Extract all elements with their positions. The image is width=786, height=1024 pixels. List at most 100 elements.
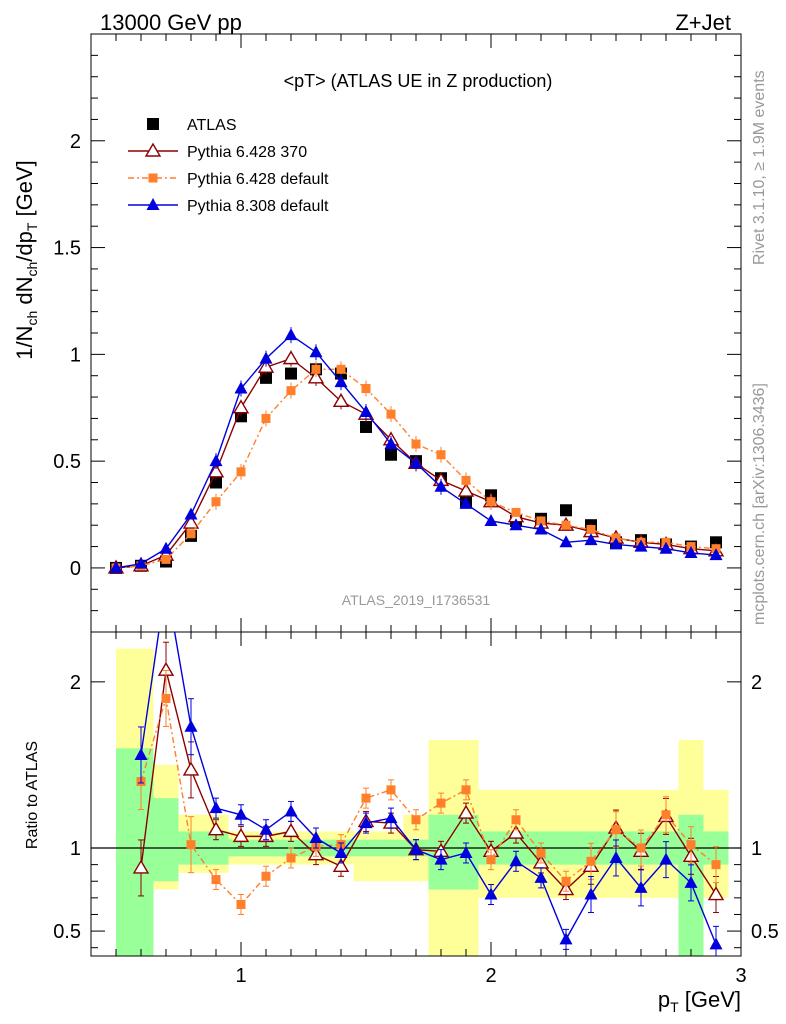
ratio-point xyxy=(386,785,396,795)
main-panel: 0 0.5 1 1.5 2 <pT> (ATLAS UE in Z production… xyxy=(12,33,742,633)
ratio-point xyxy=(459,845,473,858)
ratio-point xyxy=(509,854,523,867)
data-point xyxy=(332,392,350,408)
legend: ATLAS Pythia 6.428 370 Pythia 6.428 defaul… xyxy=(128,117,329,215)
ratio-point xyxy=(234,807,248,820)
main-series xyxy=(107,327,725,574)
y-tick-label: 0.5 xyxy=(751,921,779,943)
data-point xyxy=(457,482,475,497)
y-tick-label: 0.5 xyxy=(53,451,81,473)
data-point xyxy=(659,541,673,554)
yellow-band xyxy=(353,831,379,882)
data-point xyxy=(159,541,173,554)
x-axis-label: pT [GeV] xyxy=(658,987,741,1015)
data-point xyxy=(384,437,398,450)
data-point xyxy=(282,350,300,365)
ratio-point xyxy=(457,804,475,819)
ratio-point xyxy=(409,842,423,855)
y-tick-label: 2 xyxy=(70,672,81,694)
green-band xyxy=(116,748,129,956)
legend-marker xyxy=(146,198,160,210)
y-tick-label: 1 xyxy=(70,838,81,860)
data-point xyxy=(359,405,373,418)
data-point xyxy=(386,409,396,419)
ratio-pythia-8-308-default xyxy=(134,632,723,956)
ratio-point xyxy=(507,824,525,839)
ratio-point xyxy=(359,816,373,829)
ratio-point xyxy=(132,859,150,874)
ratio-bands xyxy=(91,648,741,956)
ratio-point xyxy=(411,815,421,825)
ratio-point xyxy=(659,852,673,865)
data-point xyxy=(182,514,200,529)
x-tick-label: 2 xyxy=(485,965,496,987)
data-point xyxy=(409,456,423,469)
data-point xyxy=(534,522,548,535)
ratio-point xyxy=(207,821,225,836)
legend-item-atlas: ATLAS xyxy=(147,117,237,134)
y-tick-label: 0 xyxy=(70,558,81,580)
ratio-point xyxy=(686,840,696,850)
ratio-point xyxy=(586,856,596,866)
data-point xyxy=(286,386,296,396)
ratio-point xyxy=(709,937,723,950)
ratio-point xyxy=(661,810,671,820)
ratio-point xyxy=(232,827,250,843)
legend-marker xyxy=(144,142,162,157)
main-axes: 0 0.5 1 1.5 2 xyxy=(53,34,741,633)
data-point xyxy=(536,516,546,526)
data-point xyxy=(334,375,348,388)
y-tick-label: 1 xyxy=(70,344,81,366)
ratio-point xyxy=(261,871,271,881)
ratio-point xyxy=(436,798,446,808)
ratio-point xyxy=(534,870,548,883)
data-point xyxy=(436,450,446,460)
legend-label: Pythia 6.428 default xyxy=(187,171,329,188)
header-left: 13000 GeV pp xyxy=(100,10,242,35)
ratio-point xyxy=(636,843,646,853)
data-point xyxy=(459,496,473,509)
data-point xyxy=(684,545,698,558)
legend-label: Pythia 6.428 370 xyxy=(187,144,307,161)
data-point xyxy=(586,524,596,534)
series-pythia-8-308-default xyxy=(109,327,723,573)
ratio-point xyxy=(461,785,471,795)
data-point xyxy=(336,364,346,374)
data-point xyxy=(260,371,272,384)
data-point xyxy=(434,479,448,492)
data-point xyxy=(184,507,198,520)
main-title: <pT> (ATLAS UE in Z production) xyxy=(284,71,553,91)
y-tick-label: 0.5 xyxy=(53,921,81,943)
ratio-point xyxy=(609,850,623,863)
data-point xyxy=(285,367,297,380)
green-band xyxy=(153,798,179,882)
data-point xyxy=(259,351,273,364)
ratio-point xyxy=(334,845,348,858)
ratio-point xyxy=(182,761,200,776)
ratio-point xyxy=(711,860,721,870)
legend-item-pythia-6-428-default: Pythia 6.428 default xyxy=(128,171,329,188)
data-point xyxy=(284,328,298,341)
data-point xyxy=(209,454,223,467)
ratio-point xyxy=(434,852,448,865)
data-point xyxy=(461,475,471,485)
main-y-axis-label: 1/Nch dNch/dpT [GeV] xyxy=(12,160,40,360)
ratio-point xyxy=(184,719,198,732)
ratio-y-axis-label: Ratio to ATLAS xyxy=(24,741,41,849)
y-tick-label: 2 xyxy=(70,131,81,153)
data-point xyxy=(236,467,246,477)
data-point xyxy=(634,539,648,552)
ratio-point xyxy=(486,855,496,865)
data-point xyxy=(509,518,523,531)
data-point xyxy=(411,439,421,449)
legend-label: ATLAS xyxy=(187,117,237,134)
ratio-point xyxy=(684,875,698,888)
ratio-point xyxy=(561,876,571,886)
data-point xyxy=(109,560,123,573)
ratio-point xyxy=(611,825,621,835)
ratio-point xyxy=(134,747,148,760)
data-point xyxy=(511,507,521,517)
data-point xyxy=(311,364,321,374)
ratio-point xyxy=(584,887,598,900)
